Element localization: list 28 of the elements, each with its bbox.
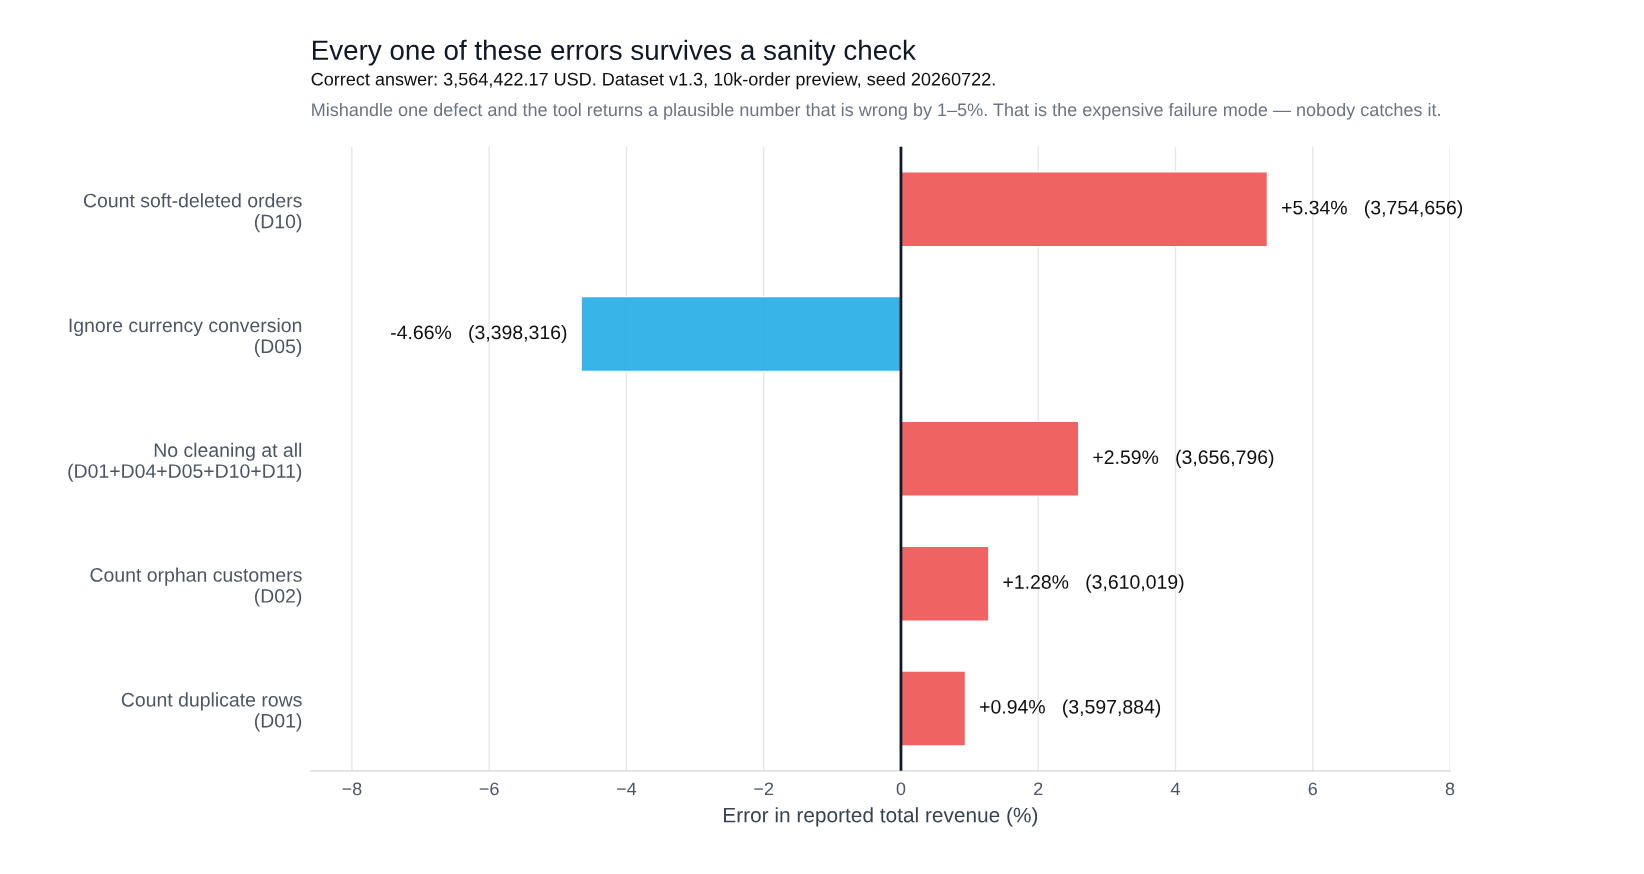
bar xyxy=(900,420,1080,497)
chart-title: Every one of these errors survives a sanity check xyxy=(312,39,916,66)
x-tick-label: 8 xyxy=(1445,782,1455,796)
bar xyxy=(900,171,1269,248)
data-label: +1.28% (3,610,019) xyxy=(1003,574,1184,593)
x-tick-label: 6 xyxy=(1308,782,1317,796)
x-tick-label: −6 xyxy=(479,782,499,796)
data-label: +2.59% (3,656,796) xyxy=(1093,449,1274,468)
x-tick-label: −2 xyxy=(754,782,774,796)
data-label: +5.34% (3,754,656) xyxy=(1282,200,1463,219)
x-axis-title: Error in reported total revenue (%) xyxy=(724,807,1038,827)
y-tick-label: Count orphan customers (D02) xyxy=(90,567,302,607)
bar xyxy=(580,295,902,373)
chart-subtitle: Correct answer: 3,564,422.17 USD. Dataset v1.3, 10k-order preview, seed 20260722. xyxy=(311,72,995,90)
y-tick-label: Count duplicate rows (D01) xyxy=(121,692,302,732)
data-label: -4.66% (3,398,316) xyxy=(391,324,567,344)
bar xyxy=(900,670,967,747)
y-tick-label: Ignore currency conversion (D05) xyxy=(69,317,302,357)
data-label: +0.94% (3,597,884) xyxy=(980,699,1161,718)
x-tick-label: −4 xyxy=(617,782,637,796)
y-tick-label: No cleaning at all (D01+D04+D05+D10+D11) xyxy=(68,442,302,482)
text: Mishandle one defect and the tool returns a plausible number that is wrong by 1–5%. That is the expensive failure mode — nobody catches it. xyxy=(312,102,1440,120)
x-tick-label: 0 xyxy=(896,782,906,796)
x-tick-label: −8 xyxy=(342,782,362,796)
y-tick-label: Count soft-deleted orders (D10) xyxy=(83,193,302,233)
x-tick-label: 4 xyxy=(1170,782,1180,796)
bar xyxy=(900,545,990,622)
x-tick-label: 2 xyxy=(1034,782,1043,796)
